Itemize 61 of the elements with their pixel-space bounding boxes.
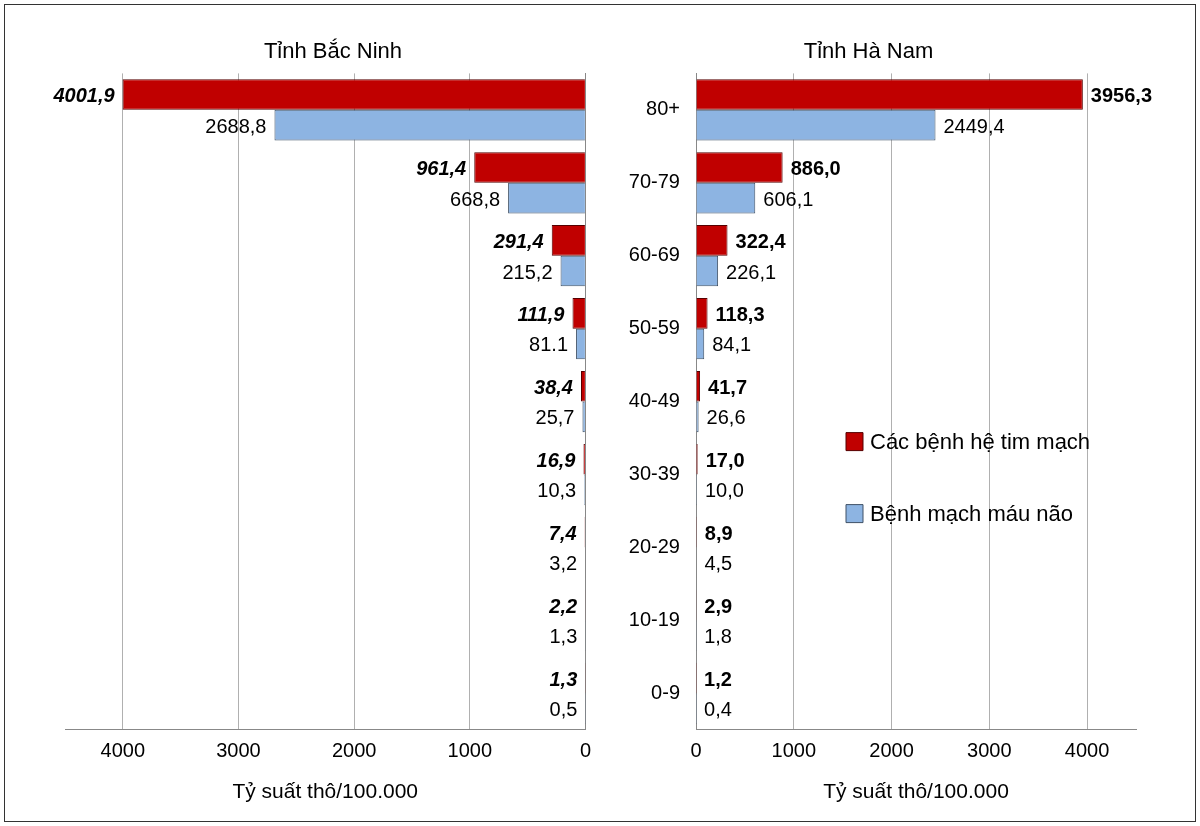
data-label: 215,2 (502, 260, 553, 283)
data-label: 606,1 (763, 187, 814, 210)
x-tick-label: 4000 (100, 739, 146, 762)
y-tick-label: 30-39 (628, 462, 680, 485)
data-label: 111,9 (517, 302, 566, 325)
legend-label: Các bệnh hệ tim mạch (870, 428, 1091, 454)
data-label: 7,4 (548, 521, 577, 544)
y-tick-label: 0-9 (651, 680, 680, 703)
data-label: 2,2 (548, 594, 578, 617)
chart-title: Tỉnh Bắc Ninh (263, 38, 403, 64)
data-label: 41,7 (708, 375, 748, 398)
data-label: 4,5 (704, 552, 733, 575)
data-label: 3,2 (549, 552, 578, 575)
data-label: 886,0 (790, 157, 841, 179)
data-label: 118,3 (715, 302, 765, 325)
data-label: 10,0 (704, 479, 744, 502)
data-label: 2688,8 (205, 114, 267, 137)
y-tick-label: 20-29 (628, 534, 680, 557)
data-label: 2,9 (704, 594, 733, 617)
x-tick-label: 3000 (967, 739, 1012, 762)
y-tick-label: 70-79 (628, 170, 680, 193)
data-label: 38,4 (534, 375, 573, 398)
data-label: 8,9 (704, 521, 733, 544)
chart-title: Tỉnh Hà Nam (803, 38, 934, 64)
data-label: 16,9 (536, 448, 577, 471)
data-label: 10,3 (537, 479, 577, 502)
data-label: 1,2 (704, 667, 732, 690)
data-label: 1,3 (549, 625, 578, 648)
data-label: 84,1 (712, 333, 752, 356)
data-label: 322,4 (735, 229, 787, 252)
data-label: 668,8 (450, 187, 501, 210)
legend-label: Bệnh mạch máu não (870, 500, 1074, 526)
x-tick-label: 2000 (869, 739, 914, 762)
y-tick-label: 60-69 (628, 243, 680, 266)
x-axis-title: Tỷ suất thô/100.000 (823, 779, 1009, 803)
data-label: 961,4 (416, 157, 467, 179)
y-tick-label: 40-49 (628, 389, 680, 412)
data-label: 26,6 (706, 406, 746, 429)
x-tick-label: 1000 (447, 739, 493, 762)
x-tick-label: 1000 (771, 739, 817, 762)
data-label: 0,5 (549, 698, 578, 721)
data-label: 1,8 (704, 625, 732, 648)
data-label: 1,3 (549, 667, 578, 690)
data-label: 17,0 (705, 448, 745, 471)
data-label: 291,4 (492, 229, 544, 252)
x-tick-label: 4000 (1064, 739, 1110, 762)
data-label: 3956,3 (1090, 84, 1153, 107)
x-tick-label: 0 (579, 739, 591, 762)
x-tick-label: 2000 (331, 739, 377, 762)
y-tick-label: 10-19 (628, 607, 680, 630)
y-tick-label: 50-59 (628, 316, 680, 339)
x-tick-label: 0 (690, 739, 702, 762)
data-label: 81.1 (529, 333, 569, 356)
y-tick-label: 80+ (646, 97, 680, 120)
x-axis-title: Tỷ suất thô/100.000 (232, 779, 419, 803)
x-tick-label: 3000 (216, 739, 261, 762)
data-label: 4001,9 (52, 84, 116, 107)
data-label: 0,4 (704, 698, 732, 721)
data-label: 25,7 (535, 406, 575, 429)
data-label: 226,1 (726, 260, 777, 283)
data-label: 2449,4 (943, 114, 1005, 137)
